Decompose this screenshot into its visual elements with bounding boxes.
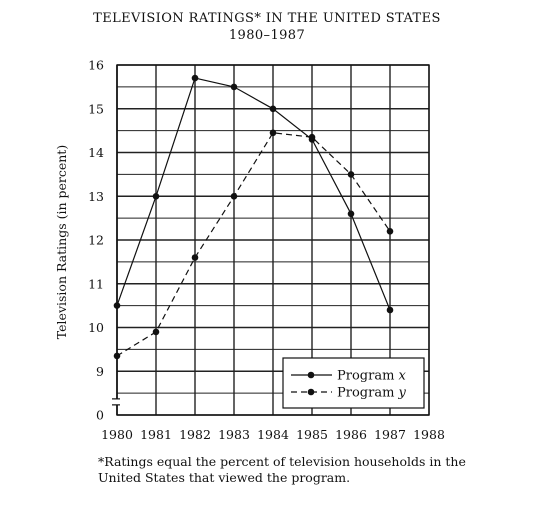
data-point-series-2 [269, 129, 277, 137]
data-point-series-1 [191, 74, 199, 82]
legend-marker-1 [307, 371, 315, 379]
footnote-line-1: *Ratings equal the percent of television… [98, 454, 466, 469]
legend-marker-2 [307, 388, 315, 396]
series-line-2 [116, 132, 391, 357]
axis-break-gap [113, 398, 121, 405]
x-tick-label: 1987 [374, 427, 406, 442]
y-tick-label: 9 [96, 364, 104, 379]
y-axis-title: Television Ratings (in percent) [54, 145, 69, 339]
x-tick-label: 1988 [413, 427, 445, 442]
x-tick-label: 1984 [257, 427, 289, 442]
footnote: *Ratings equal the percent of television… [98, 454, 466, 485]
legend-label-2: Program y [337, 386, 407, 401]
data-point-series-2 [152, 328, 160, 336]
y-tick-label: 12 [88, 233, 104, 248]
data-point-series-1 [152, 193, 160, 200]
data-point-series-2 [191, 254, 199, 261]
chart-title-group: TELEVISION RATINGS* IN THE UNITED STATES… [93, 11, 441, 43]
y-tick-label: 11 [88, 276, 104, 291]
y-tick-label: 10 [88, 320, 104, 335]
data-point-series-2 [347, 171, 355, 178]
x-tick-label: 1982 [179, 427, 211, 442]
footnote-line-2: United States that viewed the program. [98, 470, 350, 485]
data-point-series-1 [347, 210, 355, 218]
data-point-series-1 [386, 306, 394, 314]
x-tick-label: 1983 [218, 427, 250, 442]
x-tick-label: 1985 [296, 427, 328, 442]
y-tick-label: 16 [88, 58, 104, 73]
y-tick-label: 0 [96, 408, 104, 423]
data-point-series-2 [308, 133, 316, 141]
legend: Program x Program y [282, 357, 425, 409]
y-tick-label: 15 [88, 101, 104, 116]
legend-box [282, 357, 425, 409]
y-tick-label: 14 [88, 145, 104, 160]
legend-label-1: Program x [337, 369, 407, 384]
y-tick-label: 13 [88, 189, 104, 204]
series-line-1 [116, 77, 391, 311]
data-point-series-2 [113, 352, 121, 360]
data-point-series-1 [230, 83, 238, 91]
chart-title: TELEVISION RATINGS* IN THE UNITED STATES [93, 11, 441, 26]
series [113, 74, 394, 360]
data-point-series-1 [269, 105, 277, 113]
axes: 0 9 10 11 12 13 14 15 16 1980 1981 1982 1983 1984 1985… [88, 58, 445, 443]
x-tick-label: 1981 [140, 427, 172, 442]
x-tick-label: 1986 [335, 427, 367, 442]
data-point-series-2 [386, 228, 394, 235]
chart-subtitle: 1980–1987 [229, 28, 305, 43]
data-point-series-1 [113, 302, 121, 309]
x-tick-label: 1980 [101, 427, 133, 442]
data-point-series-2 [230, 193, 238, 200]
